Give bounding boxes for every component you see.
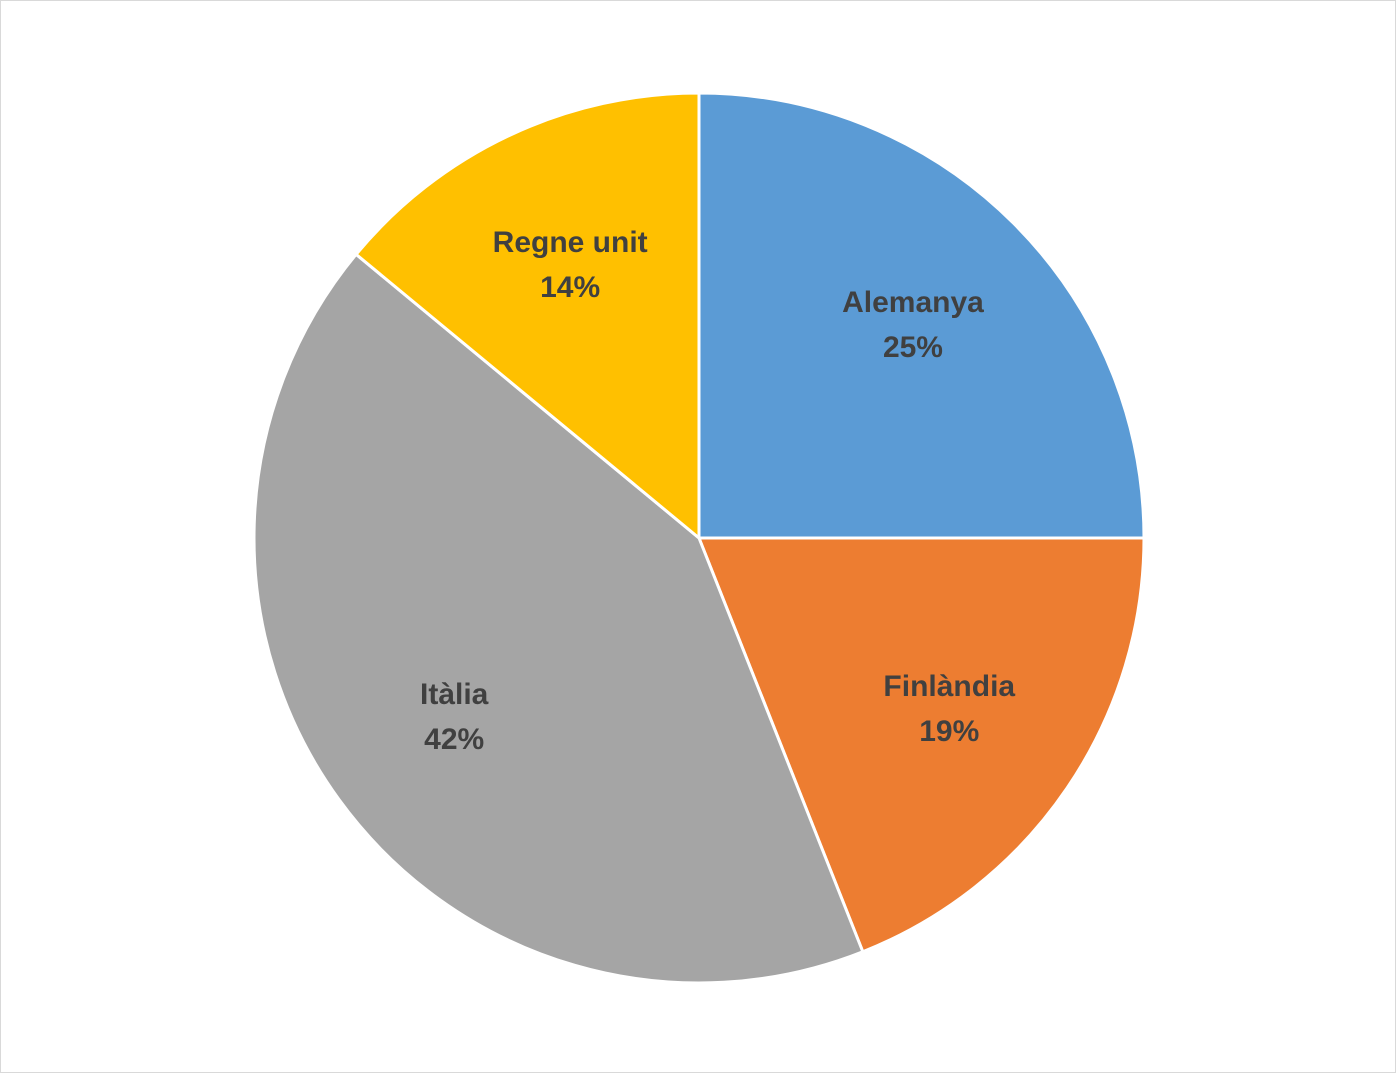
pie-labels: Alemanya 25% Finlàndia 19% Itàlia 42% Regne un… bbox=[420, 226, 1015, 756]
slice-percent-finlandia: 19% bbox=[919, 715, 979, 748]
slice-label-finlandia: Finlàndia bbox=[883, 670, 1015, 703]
slice-label-regne-unit: Regne unit bbox=[493, 226, 648, 259]
pie-slice-alemanya bbox=[697, 91, 1146, 540]
slice-percent-italia: 42% bbox=[424, 723, 484, 756]
pie-slice-italia bbox=[252, 252, 865, 985]
pie-slice-finlandia bbox=[697, 536, 1146, 954]
pie-slice-regne-unit bbox=[354, 91, 701, 540]
slice-label-italia: Itàlia bbox=[420, 678, 489, 711]
slice-label-alemanya: Alemanya bbox=[842, 286, 984, 319]
pie-slices bbox=[252, 91, 1146, 985]
slice-percent-alemanya: 25% bbox=[883, 331, 943, 364]
slice-percent-regne-unit: 14% bbox=[540, 271, 600, 304]
